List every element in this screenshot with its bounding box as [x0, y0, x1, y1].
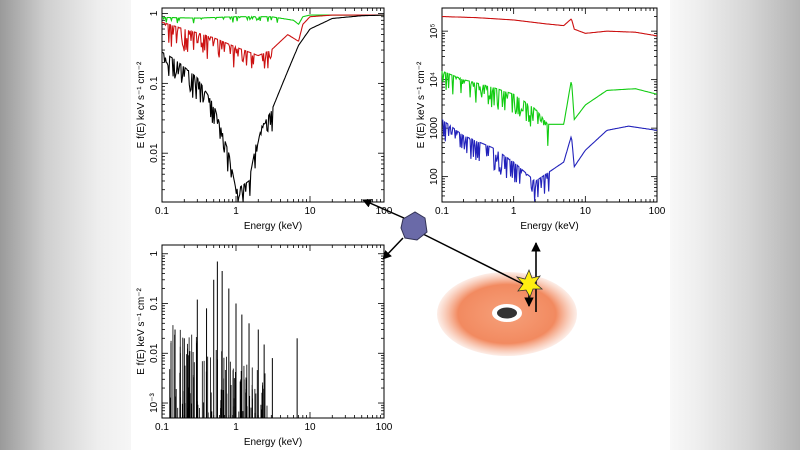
y-tick-label: 10⁵ — [429, 23, 440, 38]
right-background — [670, 0, 800, 450]
ray-to-observer — [420, 232, 524, 285]
y-tick-label: 1 — [149, 251, 160, 257]
x-tick-label: 0.1 — [435, 206, 449, 217]
y-tick-label: 0.01 — [149, 343, 160, 363]
y-tick-label: 100 — [429, 168, 440, 185]
plot-frame — [161, 7, 385, 203]
x-axis-label: Energy (keV) — [520, 221, 578, 232]
series-green — [441, 71, 658, 146]
x-tick-label: 10 — [304, 206, 316, 217]
series-line-green — [441, 71, 658, 146]
y-tick-label: 1 — [149, 10, 160, 16]
x-tick-label: 10 — [304, 422, 316, 433]
y-tick-label: 10⁻³ — [149, 392, 160, 412]
black-hole-core — [497, 307, 517, 319]
x-tick-label: 1 — [233, 206, 239, 217]
x-tick-label: 1 — [233, 422, 239, 433]
continuum-spectrum-chart: 0.1 1 10 100 10⁵ 10⁴ 1000 100 Energy (keV) E f(E)… — [416, 7, 666, 232]
series-line-red — [441, 15, 658, 37]
x-axis-label: Energy (keV) — [244, 221, 302, 232]
left-background — [0, 0, 131, 450]
series-red — [441, 15, 658, 37]
y-tick-label: 0.1 — [149, 296, 160, 310]
series-red — [161, 14, 384, 69]
x-tick-label: 1 — [511, 206, 517, 217]
y-tick-label: 0.1 — [149, 76, 160, 90]
series-line-blue — [441, 119, 658, 202]
slide: 0.1 1 10 100 1 0.1 0.01 Energy (keV) E f(E) keV … — [131, 0, 670, 450]
flare-star-icon — [515, 268, 544, 298]
y-tick-label: 10⁴ — [429, 72, 440, 87]
series-black — [161, 14, 384, 203]
y-axis-label: E f(E) keV s⁻¹ cm⁻² — [416, 61, 427, 148]
y-tick-label: 1000 — [429, 117, 440, 140]
x-tick-label: 0.1 — [155, 422, 169, 433]
series-line-black — [161, 14, 384, 203]
x-tick-label: 0.1 — [155, 206, 169, 217]
satellite-icon — [400, 211, 428, 241]
figure-canvas: 0.1 1 10 100 1 0.1 0.01 Energy (keV) E f(E) keV … — [136, 7, 666, 448]
x-axis-label: Energy (keV) — [244, 437, 302, 448]
series-blue — [441, 119, 658, 202]
x-tick-label: 100 — [649, 206, 666, 217]
x-tick-label: 100 — [376, 206, 393, 217]
y-tick-label: 0.01 — [149, 143, 160, 163]
line-emission-spectrum-chart: 0.1 1 10 100 1 0.1 0.01 10⁻³ Energy (keV) E f(E) … — [136, 244, 393, 448]
arrow-to-bottom-panel — [382, 237, 404, 260]
absorbed-spectrum-chart: 0.1 1 10 100 1 0.1 0.01 Energy (keV) E f(E) keV … — [136, 7, 393, 232]
plot-frame — [161, 244, 385, 419]
series-lines — [169, 261, 298, 418]
y-axis-label: E f(E) keV s⁻¹ cm⁻² — [136, 61, 147, 148]
series-line-red — [161, 14, 384, 69]
x-tick-label: 10 — [580, 206, 592, 217]
y-axis-label: E f(E) keV s⁻¹ cm⁻² — [136, 287, 147, 374]
x-tick-label: 100 — [376, 422, 393, 433]
